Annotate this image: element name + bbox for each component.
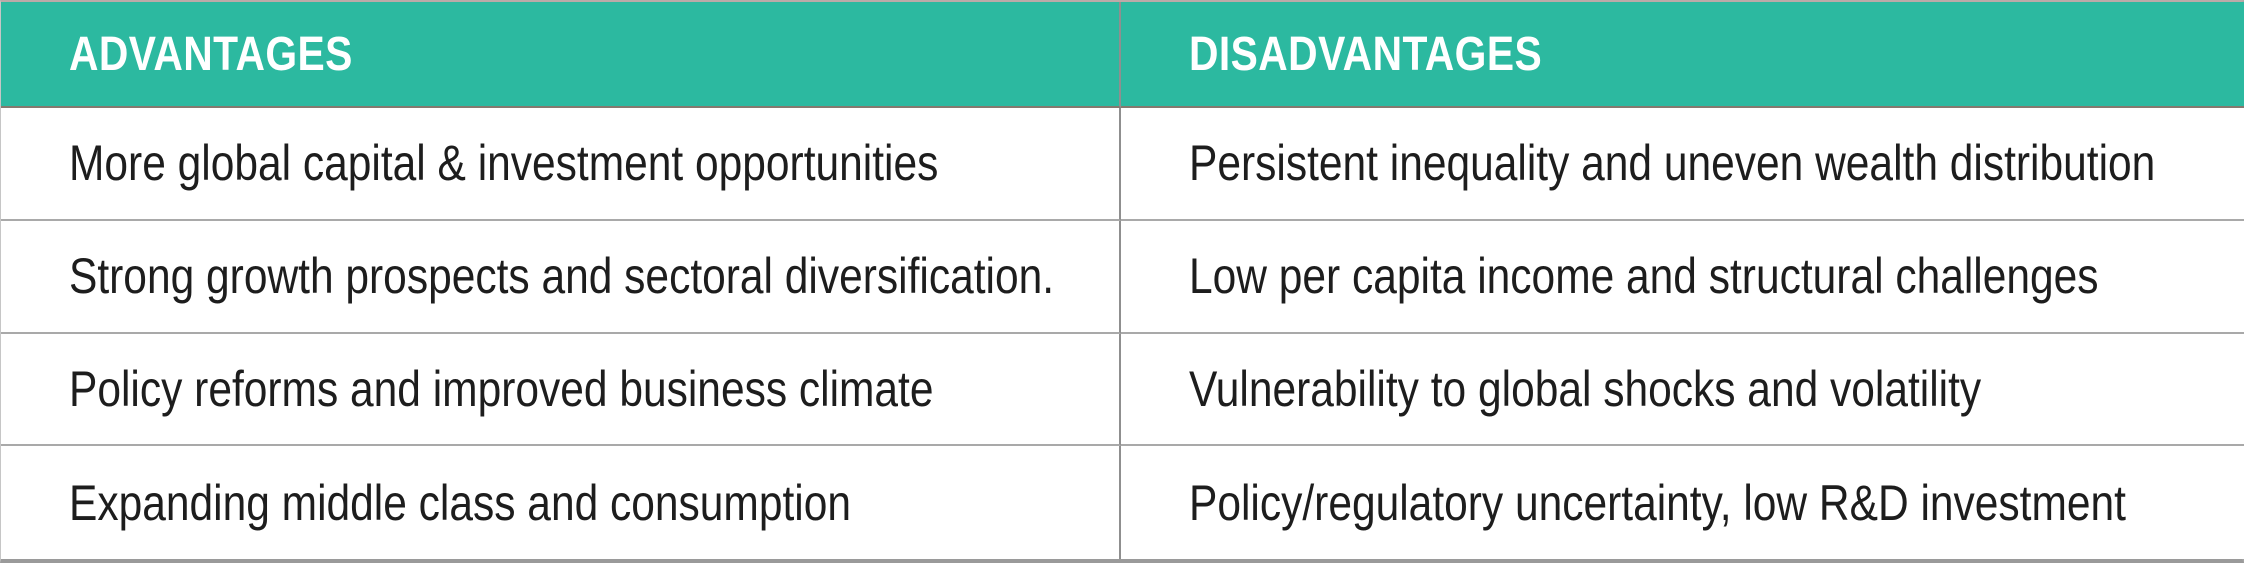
disadvantage-cell: Vulnerability to global shocks and volat… (1121, 333, 2244, 447)
advantage-text: Strong growth prospects and sectoral div… (69, 248, 1055, 305)
disadvantage-cell: Persistent inequality and uneven wealth … (1121, 108, 2244, 221)
advantage-cell: Policy reforms and improved business cli… (1, 333, 1121, 447)
disadvantage-text: Policy/regulatory uncertainty, low R&D i… (1189, 474, 2126, 531)
advantage-cell: Expanding middle class and consumption (1, 446, 1121, 559)
advantage-text: Expanding middle class and consumption (69, 474, 851, 531)
disadvantage-text: Low per capita income and structural cha… (1189, 248, 2099, 305)
advantage-text: Policy reforms and improved business cli… (69, 360, 934, 417)
header-cell-disadvantages: DISADVANTAGES (1121, 2, 2244, 108)
advantage-text: More global capital & investment opportu… (69, 135, 939, 192)
header-cell-advantages: ADVANTAGES (1, 2, 1121, 108)
disadvantage-cell: Policy/regulatory uncertainty, low R&D i… (1121, 446, 2244, 559)
advantages-header-label: ADVANTAGES (69, 27, 353, 81)
advantage-cell: Strong growth prospects and sectoral div… (1, 220, 1121, 334)
disadvantages-header-label: DISADVANTAGES (1189, 27, 1543, 81)
disadvantage-text: Persistent inequality and uneven wealth … (1189, 135, 2156, 192)
advantage-cell: More global capital & investment opportu… (1, 108, 1121, 221)
disadvantage-text: Vulnerability to global shocks and volat… (1189, 360, 1982, 417)
disadvantage-cell: Low per capita income and structural cha… (1121, 220, 2244, 334)
